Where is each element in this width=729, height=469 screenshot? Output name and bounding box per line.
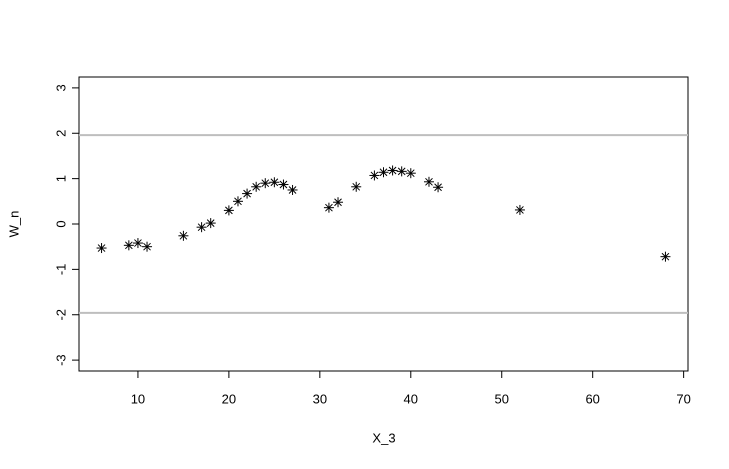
- point: [260, 178, 271, 189]
- point: [232, 196, 243, 207]
- point-stroke: [206, 219, 215, 227]
- x-tick-label: 10: [131, 391, 145, 406]
- point: [251, 181, 262, 192]
- point: [223, 205, 234, 216]
- point-stroke: [379, 168, 388, 177]
- point-stroke: [516, 206, 524, 214]
- point: [287, 184, 298, 195]
- point-stroke: [325, 203, 333, 212]
- point-stroke: [261, 179, 270, 188]
- point-stroke: [243, 189, 251, 198]
- point-stroke: [434, 183, 442, 192]
- point-stroke: [252, 182, 261, 191]
- point-stroke: [124, 241, 133, 250]
- point-stroke: [425, 177, 433, 186]
- y-tick-label: -1: [53, 264, 68, 276]
- point-stroke: [370, 171, 379, 180]
- point: [132, 238, 143, 249]
- x-tick-label: 70: [676, 391, 690, 406]
- point-stroke: [179, 231, 188, 240]
- y-tick-label: 2: [53, 130, 68, 137]
- x-axis-label: X_3: [372, 430, 395, 445]
- point: [242, 188, 253, 199]
- point-stroke: [225, 206, 233, 215]
- point: [196, 222, 207, 233]
- point-stroke: [661, 252, 670, 261]
- point: [323, 202, 334, 213]
- point-stroke: [352, 182, 361, 191]
- point-stroke: [143, 242, 151, 251]
- point-stroke: [134, 239, 142, 247]
- point-stroke: [288, 186, 297, 194]
- plot-frame: [78, 76, 689, 372]
- x-tick-label: 20: [222, 391, 236, 406]
- y-tick-label: 0: [53, 220, 68, 227]
- point: [142, 241, 153, 252]
- point-stroke: [406, 169, 415, 178]
- point: [96, 243, 107, 254]
- y-axis-label: W_n: [6, 211, 21, 238]
- point: [660, 251, 671, 262]
- point: [351, 181, 362, 192]
- x-tick-label: 50: [495, 391, 509, 406]
- point-stroke: [334, 198, 342, 207]
- point-stroke: [279, 180, 288, 189]
- point: [269, 177, 280, 188]
- point-stroke: [97, 244, 106, 252]
- y-tick-label: 1: [53, 175, 68, 182]
- point: [369, 170, 380, 181]
- point: [178, 230, 189, 241]
- point: [387, 165, 398, 176]
- point: [123, 240, 134, 251]
- point: [514, 204, 525, 215]
- point-stroke: [270, 178, 279, 187]
- y-tick-label: 3: [53, 84, 68, 91]
- x-tick-label: 40: [404, 391, 418, 406]
- point: [333, 197, 344, 208]
- point-stroke: [397, 167, 406, 176]
- point: [205, 218, 216, 229]
- point: [423, 176, 434, 187]
- y-tick-label: -2: [53, 309, 68, 321]
- x-tick-label: 30: [313, 391, 327, 406]
- point: [396, 166, 407, 177]
- point: [405, 168, 416, 179]
- point: [378, 167, 389, 178]
- point-stroke: [197, 223, 206, 232]
- point-stroke: [388, 166, 397, 175]
- point: [433, 182, 444, 193]
- y-tick-label: -3: [53, 354, 68, 366]
- point-stroke: [234, 197, 242, 206]
- point: [278, 179, 289, 190]
- x-tick-label: 60: [585, 391, 599, 406]
